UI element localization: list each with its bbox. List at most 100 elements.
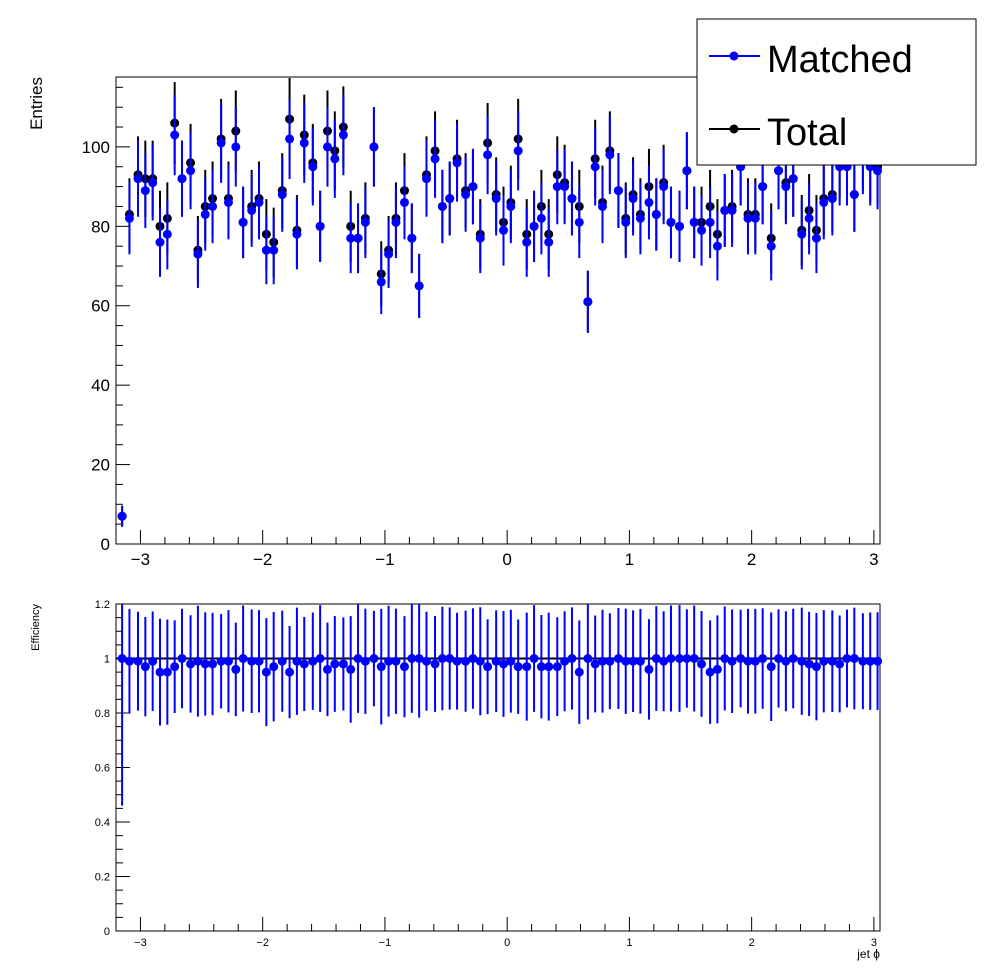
efficiency-point — [162, 667, 172, 677]
top-axis-ticks: 0 20 40 60 80 100 −3 −2 −1 0 1 2 3 — [82, 86, 879, 569]
matched-point — [384, 249, 394, 259]
efficiency-point — [407, 654, 417, 663]
efficiency-point — [285, 667, 295, 677]
matched-point — [491, 194, 501, 204]
efficiency-point — [346, 664, 356, 674]
efficiency-point — [186, 659, 196, 669]
efficiency-point — [315, 654, 325, 663]
matched-point — [170, 130, 180, 140]
efficiency-point — [124, 656, 134, 666]
matched-point — [483, 150, 493, 160]
efficiency-point — [499, 659, 509, 669]
efficiency-point — [858, 656, 868, 666]
efficiency-point — [353, 654, 363, 663]
efficiency-point — [712, 664, 722, 674]
efficiency-point — [308, 656, 318, 666]
matched-point — [254, 197, 264, 207]
matched-point — [560, 182, 570, 192]
bottom-xtick-label: 1 — [626, 937, 632, 949]
efficiency-point — [727, 656, 737, 666]
matched-point — [522, 237, 532, 247]
matched-point — [322, 142, 332, 152]
efficiency-point — [635, 656, 645, 666]
matched-point — [162, 229, 172, 239]
matched-point — [774, 166, 784, 176]
top-xtick-label: −2 — [253, 550, 272, 569]
efficiency-point — [819, 656, 829, 666]
matched-point — [437, 201, 447, 211]
matched-point — [552, 182, 562, 192]
efficiency-point — [574, 667, 584, 677]
matched-point — [155, 237, 165, 247]
top-ytick-label: 80 — [91, 217, 110, 236]
matched-point — [758, 182, 768, 192]
efficiency-point — [330, 659, 340, 669]
efficiency-point — [613, 654, 623, 663]
bottom-plot-marks — [116, 604, 883, 806]
top-ytick-label: 40 — [91, 376, 110, 395]
efficiency-point — [766, 662, 776, 672]
matched-point — [666, 217, 676, 227]
efficiency-point — [865, 656, 875, 666]
matched-point — [414, 281, 424, 291]
efficiency-point — [338, 659, 348, 669]
efficiency-point — [483, 662, 493, 672]
matched-point — [193, 249, 203, 259]
efficiency-point — [567, 654, 577, 663]
efficiency-point — [208, 659, 218, 669]
efficiency-point — [414, 654, 424, 663]
efficiency-point — [376, 662, 386, 672]
efficiency-point — [430, 659, 440, 669]
matched-point — [705, 217, 715, 227]
top-xtick-label: 2 — [747, 550, 756, 569]
legend: Matched Total — [696, 18, 977, 166]
bottom-y-axis-label: Efficiency — [30, 604, 42, 651]
matched-point — [506, 201, 516, 211]
matched-point — [299, 138, 309, 148]
efficiency-point — [421, 656, 431, 666]
top-xtick-label: 3 — [869, 550, 878, 569]
efficiency-point — [811, 662, 821, 672]
efficiency-point — [193, 656, 203, 666]
matched-point — [200, 209, 210, 219]
efficiency-point — [491, 656, 501, 666]
efficiency-point — [529, 654, 539, 663]
efficiency-point — [269, 662, 279, 672]
matched-point — [399, 197, 409, 207]
efficiency-point — [391, 656, 401, 666]
matched-point — [445, 194, 455, 204]
matched-point — [536, 213, 546, 223]
matched-point — [216, 138, 226, 148]
efficiency-point — [475, 656, 485, 666]
efficiency-point — [689, 654, 699, 663]
bottom-ytick-label: 0.8 — [95, 708, 110, 720]
matched-point — [391, 217, 401, 227]
matched-point — [628, 194, 638, 204]
bottom-axis-ticks: 0 0.2 0.4 0.6 0.8 1 1.2 −3 −2 −1 0 1 2 3 — [95, 599, 877, 949]
matched-point — [292, 229, 302, 239]
matched-point — [675, 221, 685, 231]
efficiency-point — [399, 662, 409, 672]
matched-point — [124, 213, 134, 223]
top-xtick-label: 1 — [625, 550, 634, 569]
matched-point — [452, 158, 462, 168]
matched-point — [315, 221, 325, 231]
legend-marker-matched — [729, 51, 739, 61]
matched-point — [468, 182, 478, 192]
matched-point — [140, 186, 150, 196]
bottom-ytick-label: 0.6 — [95, 762, 110, 774]
efficiency-point — [369, 654, 379, 663]
efficiency-point — [231, 664, 241, 674]
efficiency-point — [117, 654, 127, 663]
efficiency-point — [835, 659, 845, 669]
matched-point — [177, 174, 187, 184]
efficiency-point — [170, 662, 180, 672]
efficiency-point — [277, 656, 287, 666]
matched-point — [598, 201, 608, 211]
efficiency-point — [750, 656, 760, 666]
matched-point — [261, 245, 271, 255]
legend-label-total: Total — [767, 112, 847, 154]
matched-point — [499, 225, 509, 235]
top-xtick-label: −1 — [375, 550, 394, 569]
